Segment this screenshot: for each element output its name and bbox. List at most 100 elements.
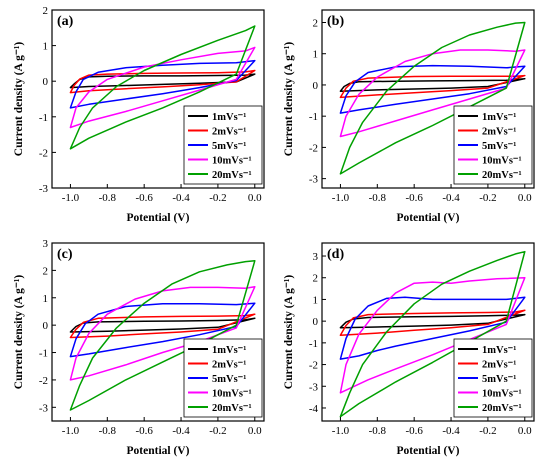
y-tick-label: 1 — [43, 293, 49, 305]
x-axis-label: Potential (V) — [127, 212, 190, 224]
y-tick-label: -2 — [309, 360, 318, 372]
x-tick-label: -0.6 — [405, 425, 423, 437]
x-tick-label: -1.0 — [62, 425, 80, 437]
legend-label: 20mVs⁻¹ — [482, 403, 522, 414]
cv-curve-series-3 — [339, 49, 526, 138]
legend-label: 20mVs⁻¹ — [212, 170, 252, 181]
x-tick-label: -0.2 — [209, 192, 226, 204]
y-tick-label: -1 — [309, 338, 318, 350]
x-tick-label: -0.6 — [135, 192, 153, 204]
y-tick-label: -1 — [309, 111, 318, 123]
panel-d: -1.0 -0.8 -0.6 -0.4 -0.2 0.0 -4 -3 -2 -1 0 1 2 3 Poten… — [283, 242, 535, 457]
y-tick-label: 2 — [43, 5, 49, 17]
cv-curve-series-1 — [69, 69, 256, 94]
panel-label: (a) — [57, 14, 74, 29]
cv-curves — [69, 25, 256, 150]
x-tick-label: -1.0 — [332, 425, 350, 437]
y-tick-label: 2 — [313, 17, 319, 29]
y-tick-label: -3 — [309, 174, 319, 186]
cv-curve-series-2 — [69, 59, 256, 109]
x-tick-label: 0.0 — [518, 192, 532, 204]
y-tick-label: 0 — [43, 76, 49, 88]
y-tick-label: 2 — [43, 265, 49, 277]
y-tick-label: 1 — [313, 49, 319, 61]
legend: 1mVs⁻¹ 2mVs⁻¹ 5mVs⁻¹ 10mVs⁻¹ 20mVs⁻¹ — [183, 338, 263, 418]
plot-frame — [321, 9, 535, 189]
cv-curve-series-4 — [339, 250, 526, 418]
legend-label: 10mVs⁻¹ — [212, 389, 252, 400]
legend-label: 2mVs⁻¹ — [482, 127, 516, 138]
x-tick-label: -0.4 — [442, 192, 460, 204]
y-tick-label: 0 — [43, 320, 49, 332]
x-tick-label: -0.4 — [442, 425, 460, 437]
y-tick-label: -3 — [39, 402, 49, 414]
plot-frame — [51, 9, 265, 189]
cv-curve-series-4 — [339, 21, 526, 175]
y-tick-label: -1 — [39, 348, 48, 360]
legend-label: 5mVs⁻¹ — [212, 374, 246, 385]
legend-label: 10mVs⁻¹ — [212, 156, 252, 167]
y-tick-label: 0 — [313, 316, 319, 328]
cv-curve-series-2 — [339, 64, 526, 114]
x-tick-label: 0.0 — [248, 425, 262, 437]
panel-c: -1.0 -0.8 -0.6 -0.4 -0.2 0.0 -3 -2 -1 0 1 2 3 Potenti… — [13, 238, 265, 457]
legend: 1mVs⁻¹ 2mVs⁻¹ 5mVs⁻¹ 10mVs⁻¹ 20mVs⁻¹ — [453, 105, 533, 185]
cv-curve-series-1 — [339, 309, 526, 337]
x-axis-label: Potential (V) — [127, 445, 190, 457]
legend-label: 5mVs⁻¹ — [482, 141, 516, 152]
panel-label: (c) — [57, 247, 73, 262]
cv-curve-series-3 — [339, 276, 526, 394]
legend-label: 2mVs⁻¹ — [482, 360, 516, 371]
y-tick-label: -1 — [39, 112, 48, 124]
x-tick-label: -0.6 — [135, 425, 153, 437]
cv-curve-series-1 — [69, 313, 256, 339]
x-axis-label: Potential (V) — [397, 212, 460, 224]
y-axis-label: Current density (A g⁻¹) — [13, 275, 25, 390]
y-tick-label: -3 — [39, 183, 49, 195]
cv-curve-series-3 — [69, 286, 256, 381]
legend-label: 2mVs⁻¹ — [212, 360, 246, 371]
cv-curves — [339, 21, 526, 175]
legend-label: 1mVs⁻¹ — [212, 112, 246, 123]
legend-label: 10mVs⁻¹ — [482, 156, 522, 167]
x-tick-label: 0.0 — [248, 192, 262, 204]
y-tick-label: 2 — [313, 273, 319, 285]
x-axis-label: Potential (V) — [397, 445, 460, 457]
y-axis-label: Current density (A g⁻¹) — [283, 275, 295, 390]
x-tick-label: -0.8 — [99, 425, 117, 437]
y-tick-label: -2 — [39, 375, 48, 387]
panel-label: (d) — [327, 247, 344, 262]
x-tick-label: -0.8 — [99, 192, 117, 204]
cv-curve-series-2 — [69, 302, 256, 358]
y-tick-label: 3 — [313, 251, 319, 263]
cv-curve-series-4 — [69, 25, 256, 150]
legend-label: 1mVs⁻¹ — [482, 112, 516, 123]
plot-frame — [51, 242, 265, 422]
legend-label: 5mVs⁻¹ — [212, 141, 246, 152]
x-tick-label: -0.8 — [369, 425, 387, 437]
x-tick-label: -0.6 — [405, 192, 423, 204]
x-tick-label: -0.4 — [172, 425, 190, 437]
panel-a: -1.0 -0.8 -0.6 -0.4 -0.2 0.0 -3 -2 -1 0 1 2 Potentia… — [13, 5, 265, 224]
legend-label: 10mVs⁻¹ — [482, 389, 522, 400]
x-tick-label: -0.2 — [479, 425, 496, 437]
y-tick-label: 1 — [43, 41, 49, 53]
x-tick-label: -0.8 — [369, 192, 387, 204]
y-tick-label: -2 — [309, 142, 318, 154]
legend-label: 20mVs⁻¹ — [212, 403, 252, 414]
cv-curve-series-4 — [69, 260, 256, 411]
legend-label: 1mVs⁻¹ — [482, 345, 516, 356]
legend: 1mVs⁻¹ 2mVs⁻¹ 5mVs⁻¹ 10mVs⁻¹ 20mVs⁻¹ — [183, 105, 263, 185]
y-tick-label: 3 — [43, 238, 49, 250]
panel-b: -1.0 -0.8 -0.6 -0.4 -0.2 0.0 -3 -2 -1 0 1 2 Potentia… — [283, 9, 535, 224]
x-tick-label: -0.4 — [172, 192, 190, 204]
y-tick-label: -4 — [309, 403, 319, 415]
y-tick-label: -3 — [309, 381, 319, 393]
cv-curves — [339, 250, 526, 418]
x-tick-label: -1.0 — [332, 192, 350, 204]
y-axis-label: Current density (A g⁻¹) — [283, 42, 295, 157]
cv-curve-series-2 — [339, 296, 526, 360]
cv-curves — [69, 260, 256, 411]
panel-label: (b) — [327, 14, 344, 29]
y-tick-label: 0 — [313, 80, 319, 92]
